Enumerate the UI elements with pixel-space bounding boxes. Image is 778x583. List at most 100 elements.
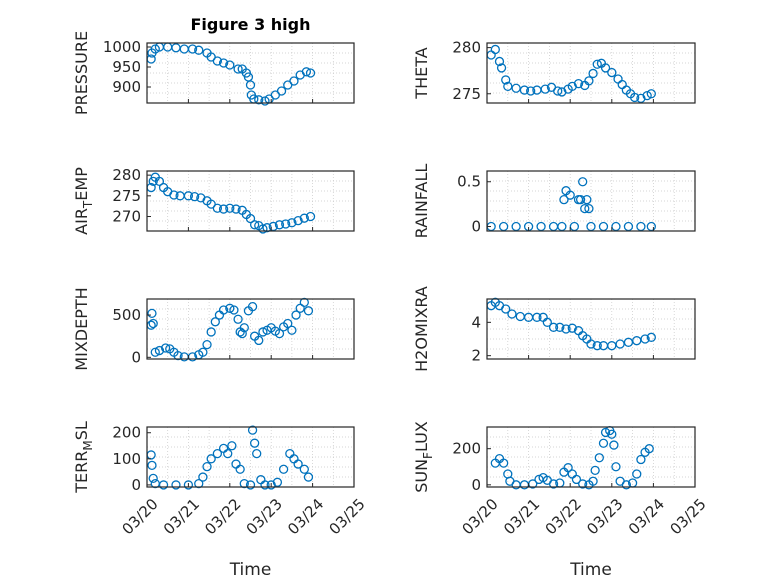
data-point	[281, 219, 291, 229]
subplot-3: 270 275 280 AIRTEMP	[72, 166, 355, 235]
data-point	[206, 327, 216, 337]
y-axis-label: RAINFALL	[412, 164, 431, 239]
data-point	[258, 224, 268, 234]
data-point	[218, 305, 229, 315]
data-point	[260, 480, 270, 490]
data-point	[274, 328, 285, 339]
y-tick-label: 900	[112, 78, 141, 96]
data-point	[225, 303, 235, 313]
data-point	[607, 67, 617, 78]
axes-box	[486, 298, 696, 360]
y-axis-label: MIXDEPTH	[72, 287, 91, 370]
axes-box	[146, 170, 355, 232]
data-point	[154, 176, 165, 186]
data-point	[206, 199, 216, 209]
data-point	[245, 80, 256, 90]
subplot-1: 900 950 1000 PRESSURE Figure 3 high	[72, 15, 355, 115]
y-tick-label: 0	[471, 218, 481, 236]
data-point	[148, 318, 158, 329]
data-point	[212, 203, 223, 213]
data-point	[559, 195, 569, 205]
data-point	[291, 310, 301, 320]
x-tick-label: 03/22	[201, 495, 244, 538]
y-tick-label: 275	[112, 187, 141, 205]
y-tick-label: 0	[131, 348, 141, 366]
data-point	[173, 350, 183, 361]
x-tick-label: 03/20	[118, 495, 161, 538]
data-point	[584, 76, 594, 86]
data-point	[247, 425, 258, 435]
x-tick-label: 03/24	[625, 495, 668, 538]
data-point	[299, 297, 309, 308]
data-point	[494, 56, 505, 67]
data-point	[171, 480, 181, 490]
axes-box	[146, 426, 355, 488]
data-point	[594, 453, 604, 463]
data-point	[555, 322, 565, 332]
y-tick-label: 280	[112, 166, 141, 184]
subplot-5: 0 500 MIXDEPTH	[72, 287, 355, 371]
y-axis-label: H2OMIXRA	[412, 286, 431, 372]
data-point	[148, 473, 158, 484]
data-point	[239, 478, 249, 489]
data-point	[540, 84, 550, 94]
data-point	[283, 318, 293, 329]
data-point	[194, 45, 204, 55]
data-point	[229, 305, 239, 315]
data-point	[235, 464, 245, 474]
subplot-4: 0 0.5 RAINFALL	[412, 164, 696, 239]
data-point	[293, 459, 303, 469]
x-tick-label: 03/25	[666, 495, 709, 538]
data-point	[247, 301, 258, 312]
y-tick-label: 0	[471, 476, 481, 494]
data-point	[239, 323, 249, 333]
data-point	[578, 479, 588, 489]
data-point	[565, 190, 575, 200]
axes-box	[486, 42, 696, 104]
y-tick-label: 4	[471, 313, 481, 331]
x-tick-label: 03/23	[583, 495, 626, 538]
data-point	[640, 334, 650, 344]
data-point	[642, 90, 652, 101]
y-axis-label: PRESSURE	[72, 31, 91, 115]
data-point	[646, 332, 656, 342]
x-tick-label: 03/23	[243, 495, 286, 538]
y-axis-label: TERRMSL	[72, 421, 95, 494]
data-point	[206, 454, 216, 464]
data-point	[303, 306, 314, 316]
data-point	[278, 464, 289, 474]
data-point	[498, 458, 509, 468]
data-point	[187, 44, 198, 54]
data-point	[237, 328, 247, 339]
data-point	[198, 472, 208, 482]
data-point	[212, 56, 223, 66]
data-point	[592, 341, 602, 351]
data-point	[252, 448, 262, 459]
y-tick-label: 275	[452, 85, 481, 103]
x-tick-label: 03/20	[458, 495, 501, 538]
data-point	[258, 327, 268, 337]
data-point	[160, 343, 171, 353]
data-point	[289, 76, 299, 86]
x-axis-label: Time	[229, 560, 272, 580]
data-point	[578, 177, 588, 187]
data-point	[227, 441, 237, 451]
data-point	[501, 304, 511, 314]
data-point	[600, 63, 611, 73]
data-point	[511, 83, 521, 93]
data-point	[183, 191, 194, 201]
data-point	[223, 448, 233, 459]
data-point	[276, 86, 287, 96]
axes-box	[486, 170, 696, 232]
data-point	[305, 68, 316, 78]
data-point	[183, 480, 194, 490]
x-tick-label: 03/24	[284, 495, 327, 538]
data-point	[609, 440, 619, 450]
data-point	[588, 476, 598, 486]
y-tick-label: 280	[452, 39, 481, 57]
data-point	[636, 454, 646, 465]
axes-box	[146, 42, 355, 104]
data-point	[519, 85, 530, 95]
